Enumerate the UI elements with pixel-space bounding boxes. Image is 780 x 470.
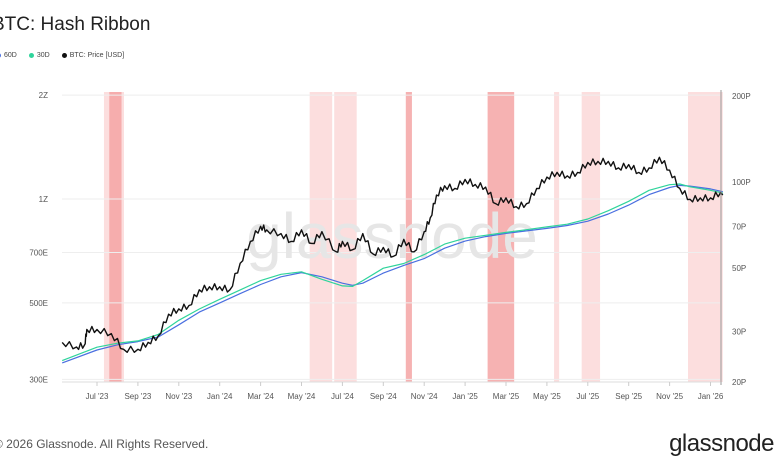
series-line-60d [61,184,723,364]
legend-label: 30D [36,52,50,59]
copyright: © 2026 Glassnode. All Rights Reserved. [0,437,209,451]
x-axis-tick-label: May '25 [533,392,561,401]
x-axis-tick-label: Mar '24 [247,392,274,401]
legend-item-60d[interactable]: 60D [0,52,17,59]
right-axis-tick-label: 30P [732,328,746,337]
x-axis-tick-label: Sep '25 [615,392,642,401]
x-axis-tick-label: Jan '25 [452,392,478,401]
capitulation-band [405,92,412,382]
x-axis-tick-label: Nov '23 [165,392,192,401]
capitulation-band [109,92,122,382]
legend-label: 60D [4,52,17,59]
x-axis-tick-label: Jan '24 [207,392,233,401]
x-axis-tick-label: Jan '26 [698,392,724,401]
legend-label: BTC: Price [USD] [69,52,125,59]
left-axis-tick-label: 2Z [39,91,48,100]
capitulation-band [688,92,723,382]
capitulation-band [554,92,560,382]
right-axis-tick-label: 100P [732,178,751,187]
x-axis-tick-label: Jul '24 [331,392,354,401]
series-line-btc-price-usd- [61,156,724,353]
x-axis-tick-label: Mar '25 [493,392,520,401]
x-axis-tick-label: May '24 [288,392,316,401]
glassnode-logo: glassnode [669,430,774,457]
watermark: glassnode [246,200,538,272]
left-axis-tick-label: 700E [29,248,48,257]
capitulation-band [334,92,357,382]
right-axis-tick-label: 200P [732,92,751,101]
legend-item-price[interactable]: BTC: Price [USD] [61,52,125,59]
x-axis-tick-label: Nov '25 [656,392,683,401]
right-axis-tick-label: 20P [732,378,746,387]
capitulation-band [487,92,515,382]
capitulation-band [581,92,601,382]
x-axis-tick-label: Nov '24 [411,392,438,401]
x-axis-tick-label: Sep '24 [370,392,397,401]
chart-area: glassnode 2Z 1Z 700E 500E 300E 200P 100P 70P 50P… [29,90,751,401]
x-axis-tick-label: Jul '23 [86,392,109,401]
capitulation-band [309,92,333,382]
legend-dot-icon [0,52,1,58]
legend: 60D 30D BTC: Price [USD] [0,52,124,59]
left-axis-tick-label: 300E [29,375,48,384]
x-axis-tick-label: Jul '25 [576,392,599,401]
series-line-30d [61,183,723,362]
legend-dot-icon [28,52,34,58]
legend-dot-icon [61,52,67,58]
left-axis-tick-label: 500E [29,299,48,308]
x-axis-tick-label: Sep '23 [124,392,151,401]
right-axis-tick-label: 50P [732,264,746,273]
right-axis-tick-label: 70P [732,222,746,231]
chart-title: BTC: Hash Ribbon [0,14,151,35]
legend-item-30d[interactable]: 30D [28,52,50,59]
left-axis-tick-label: 1Z [39,195,48,204]
